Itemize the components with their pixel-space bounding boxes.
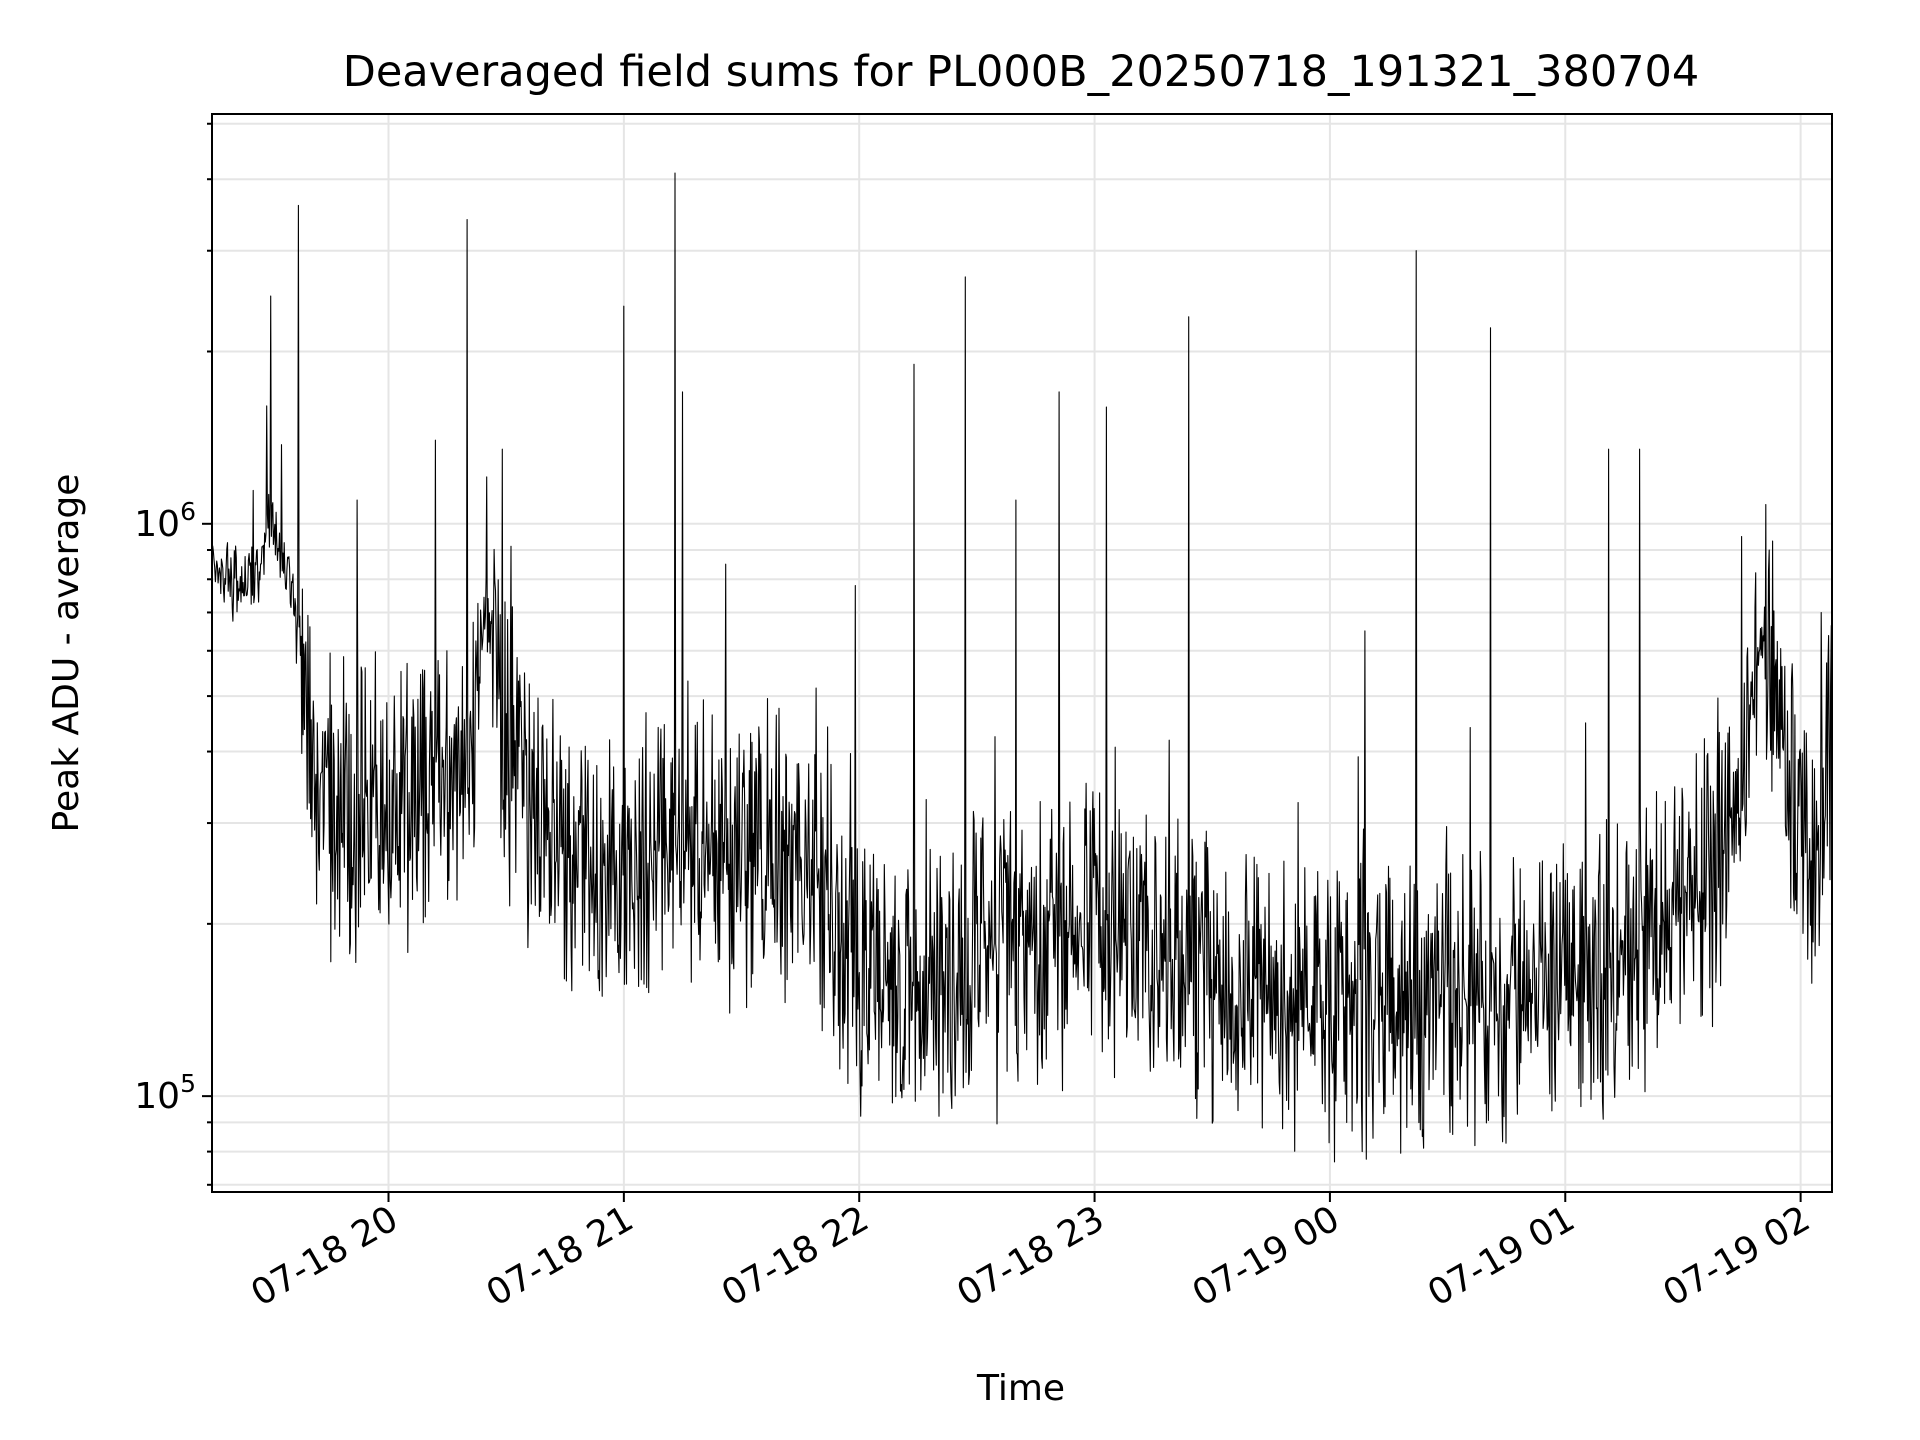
plot-frame (211, 113, 1833, 1193)
y-tick-layer: 105 106 (134, 122, 212, 1186)
y-tick-label: 105 (134, 1069, 196, 1117)
chart-title: Deaveraged field sums for PL000B_2025071… (343, 47, 1700, 97)
series-line (211, 172, 1833, 1163)
y-axis-label: Peak ADU - average (46, 474, 87, 833)
line-layer (211, 172, 1833, 1163)
grid-layer (212, 114, 1832, 1192)
x-axis-label: Time (976, 1368, 1065, 1409)
y-tick-label: 106 (134, 497, 196, 545)
